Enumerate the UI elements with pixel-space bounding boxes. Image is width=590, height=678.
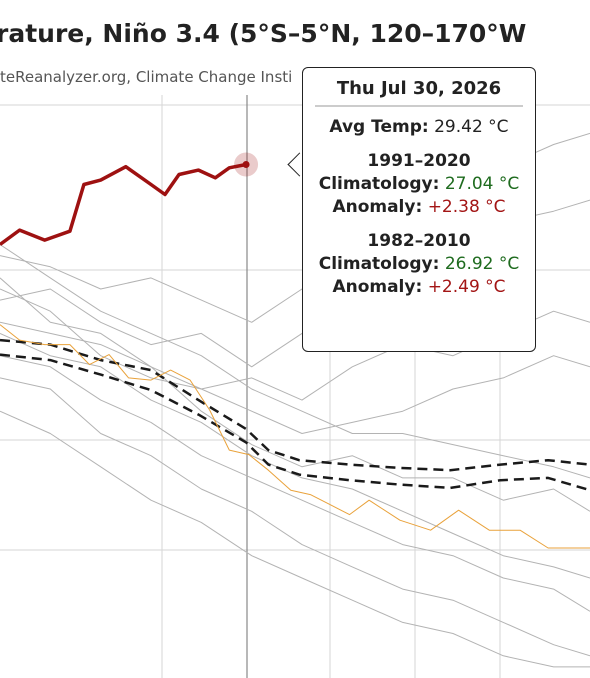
tooltip-row: Anomaly: +2.38 °C — [303, 197, 535, 217]
tooltip-date: Thu Jul 30, 2026 — [315, 78, 523, 107]
series-line — [0, 288, 590, 434]
series-line — [0, 338, 590, 472]
value: 27.04 °C — [444, 174, 520, 194]
value: +2.38 °C — [427, 197, 506, 217]
tooltip-row: Climatology: 27.04 °C — [303, 174, 535, 194]
value: +2.49 °C — [427, 277, 506, 297]
series-line — [0, 377, 590, 657]
highlight-line — [0, 162, 247, 246]
tooltip-row: Climatology: 26.92 °C — [303, 254, 535, 274]
series-line — [0, 332, 590, 579]
tooltip-period: 1982–2010 — [367, 231, 471, 251]
tooltip-row: Avg Temp: 29.42 °C — [303, 117, 535, 137]
tooltip: Thu Jul 30, 2026 Avg Temp: 29.42 °C 1991… — [302, 67, 536, 352]
label: Climatology: — [318, 254, 440, 274]
tooltip-row: Anomaly: +2.49 °C — [303, 277, 535, 297]
value: 29.42 °C — [434, 117, 509, 137]
value: 26.92 °C — [444, 254, 520, 274]
label: Climatology: — [318, 174, 440, 194]
tooltip-sections: 1991–2020 Climatology: 27.04 °C Anomaly: +… — [303, 151, 535, 297]
label: Avg Temp: — [329, 117, 429, 137]
label: Anomaly: — [332, 197, 423, 217]
series-line — [0, 410, 590, 668]
label: Anomaly: — [332, 277, 423, 297]
chart-title: rature, Niño 3.4 (5°S–5°N, 120–170°W — [0, 19, 526, 48]
tooltip-period: 1991–2020 — [367, 151, 471, 171]
hover-point — [242, 160, 250, 168]
series-line — [0, 353, 590, 492]
series-line — [0, 355, 590, 612]
series-line — [0, 321, 590, 512]
series-line — [0, 324, 590, 549]
series-line — [0, 244, 590, 479]
chart-subtitle: teReanalyzer.org, Climate Change Insti — [0, 68, 292, 86]
